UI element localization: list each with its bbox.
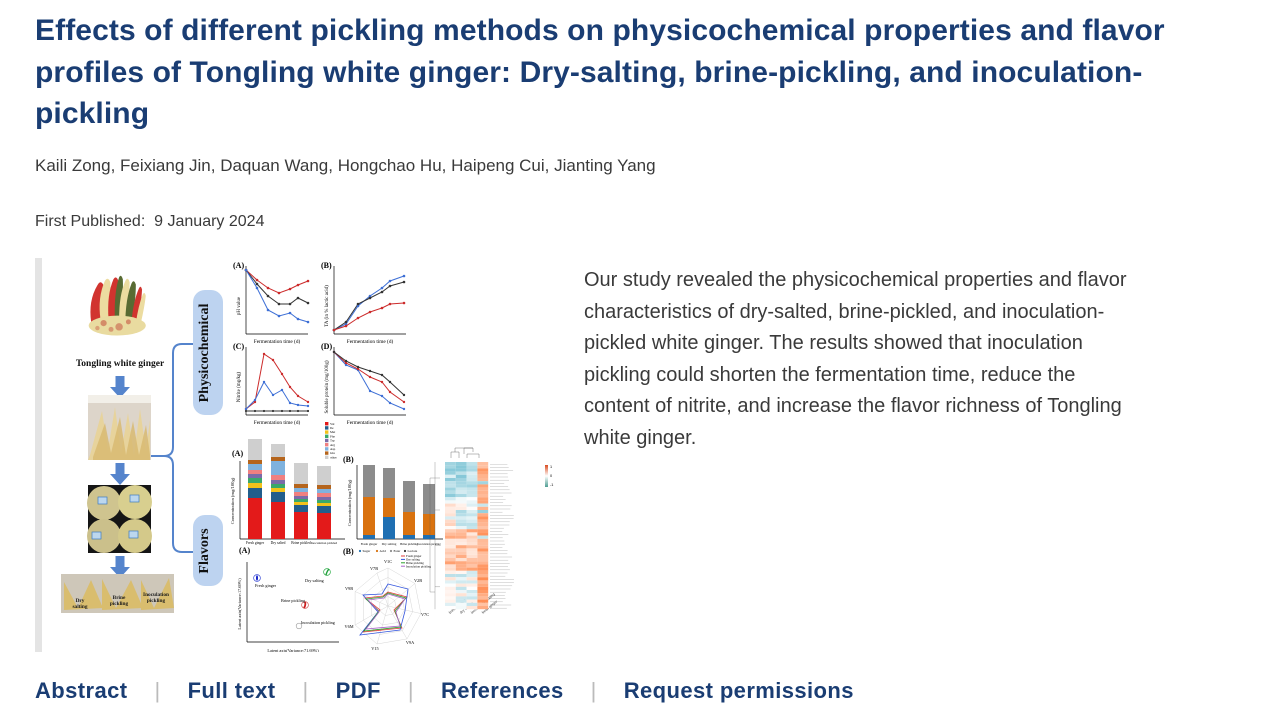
svg-text:Inoculation pickling: Inoculation pickling [301,620,336,625]
svg-text:Soluble protein (mg/100g): Soluble protein (mg/100g) [325,360,330,413]
svg-text:Physicochemical: Physicochemical [197,304,212,403]
svg-text:V7C: V7C [421,612,429,617]
svg-text:Dry salted: Dry salted [271,541,286,545]
svg-text:Fermentation time (d): Fermentation time (d) [254,338,301,345]
svg-text:Acid: Acid [380,549,387,553]
svg-text:other: other [330,455,338,459]
svg-text:salting: salting [72,604,87,610]
svg-text:pickling: pickling [147,598,166,604]
svg-text:(A): (A) [232,449,243,458]
svg-text:Concentration (mg/100g): Concentration (mg/100g) [347,479,352,526]
svg-text:V6M: V6M [344,624,353,629]
svg-text:1: 1 [550,465,552,469]
svg-text:-1: -1 [550,483,553,487]
svg-text:0: 0 [550,474,552,478]
svg-text:Dry salting: Dry salting [305,578,325,583]
svg-text:Concentration (mg/100g): Concentration (mg/100g) [230,477,235,524]
svg-text:Lactate: Lactate [408,549,418,553]
svg-text:Latent axis(Variance:17.69%): Latent axis(Variance:17.69%) [237,578,242,630]
svg-text:V15: V15 [371,646,378,651]
svg-text:V9A: V9A [406,640,415,645]
svg-text:Sugar: Sugar [363,549,372,553]
svg-text:(A): (A) [233,261,244,270]
svg-text:Inoculation pickled: Inoculation pickled [311,541,338,545]
svg-text:(B): (B) [343,455,354,464]
svg-text:Fresh ginger: Fresh ginger [255,583,277,588]
svg-text:V9B: V9B [345,586,353,591]
svg-text:Fermentation time (d): Fermentation time (d) [347,419,394,426]
svg-text:Brine pickling: Brine pickling [400,542,418,546]
svg-text:Ester: Ester [394,549,402,553]
svg-text:Fresh ginger: Fresh ginger [246,541,265,545]
svg-text:Brine pickling: Brine pickling [281,598,306,603]
svg-text:(A): (A) [239,546,250,555]
svg-text:Tongling white ginger: Tongling white ginger [76,359,165,369]
svg-text:Dry salting: Dry salting [382,542,397,546]
svg-text:V7B: V7B [370,566,378,571]
svg-text:Brine pickled: Brine pickled [291,541,311,545]
svg-text:(B): (B) [343,547,354,556]
svg-text:Fermentation time (d): Fermentation time (d) [347,338,394,345]
svg-text:(C): (C) [233,342,244,351]
svg-text:TA (in % lactic acid): TA (in % lactic acid) [325,285,330,327]
svg-text:(B): (B) [321,261,332,270]
svg-text:V2B: V2B [414,578,422,583]
svg-text:Latent axis(Variance:71.69%): Latent axis(Variance:71.69%) [267,648,319,652]
svg-text:Nitrite (mg/kg): Nitrite (mg/kg) [237,371,242,402]
svg-text:Inoculation pickling: Inoculation pickling [406,564,431,568]
svg-text:Inoculation pickling: Inoculation pickling [417,542,441,546]
svg-text:(D): (D) [321,342,332,351]
svg-text:pickling: pickling [110,601,129,607]
svg-text:pH value: pH value [237,296,242,315]
svg-text:V1C: V1C [384,559,392,564]
svg-text:Flavors: Flavors [197,528,212,574]
svg-text:Fresh ginger: Fresh ginger [361,542,378,546]
svg-text:Fermentation time (d): Fermentation time (d) [254,419,301,426]
